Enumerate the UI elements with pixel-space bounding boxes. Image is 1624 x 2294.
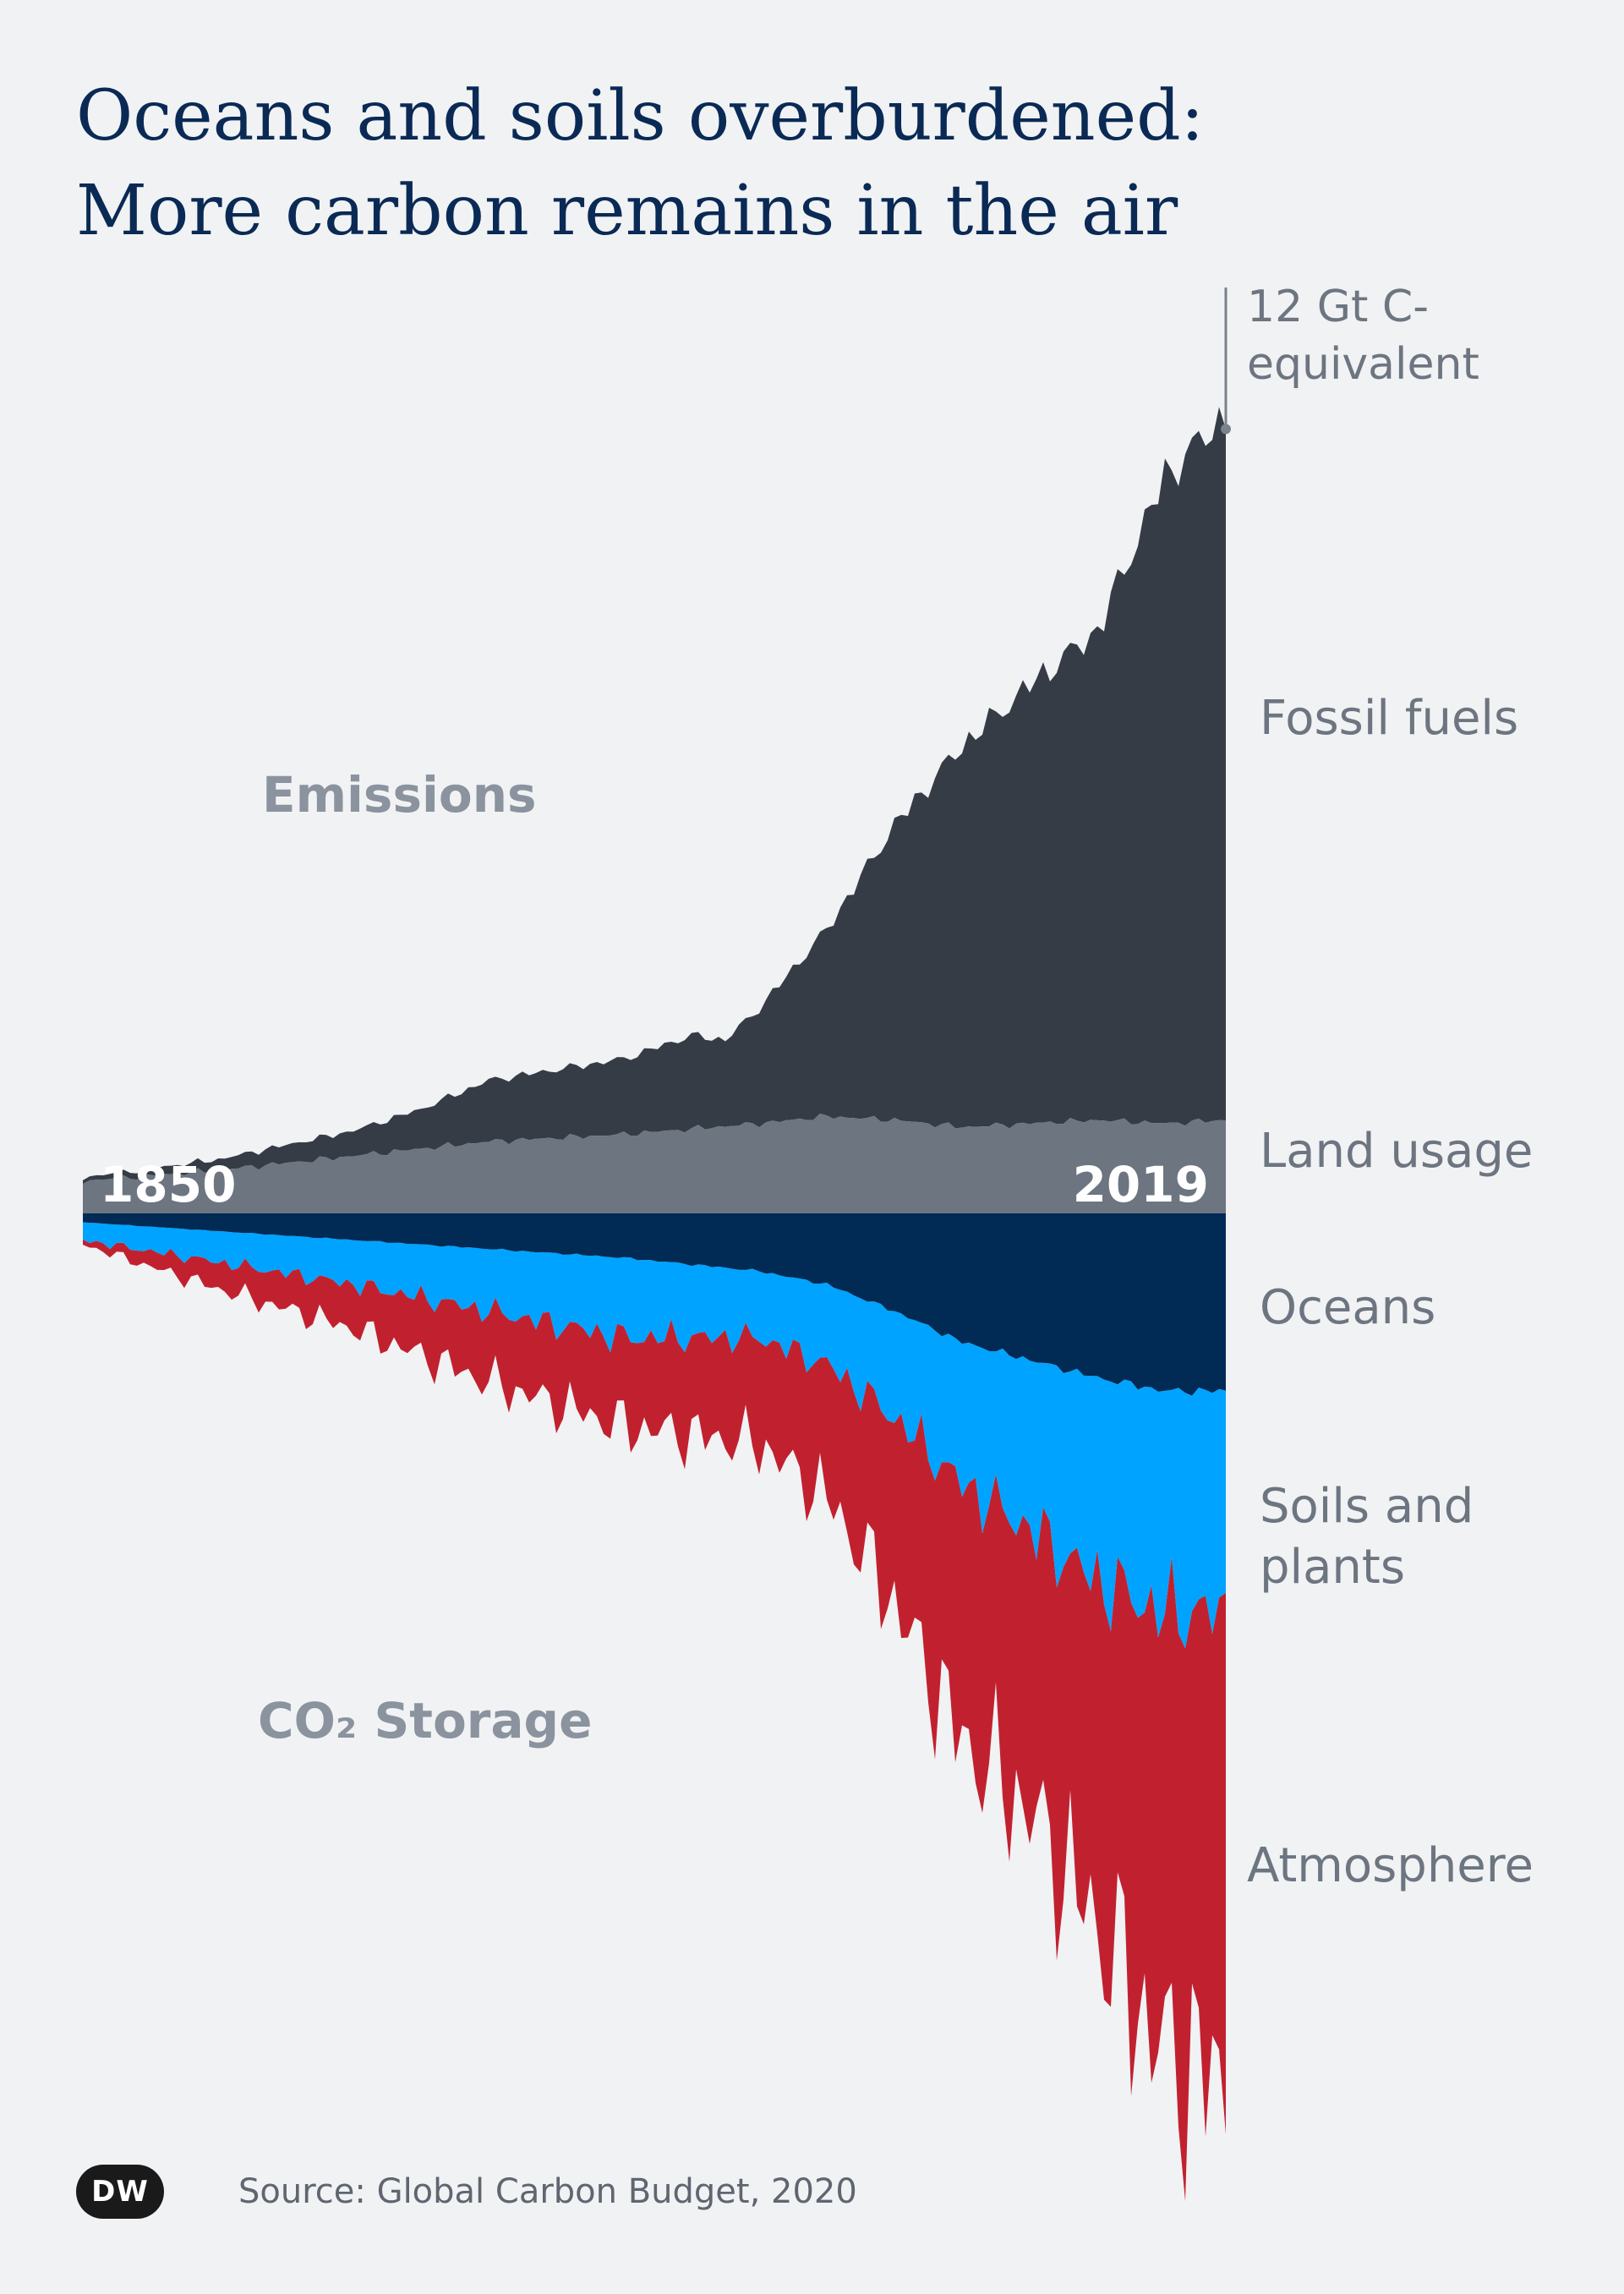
scale-label: 12 Gt C-equivalent: [1247, 282, 1479, 390]
series-label-soils-and-plants: Soils and plants: [1260, 1479, 1474, 1595]
dw-logo: DW: [76, 2165, 164, 2219]
storage-section-label: CO₂ Storage: [258, 1692, 592, 1749]
series-label-oceans: Oceans: [1260, 1280, 1435, 1335]
atmosphere-area: [83, 1239, 1226, 2202]
series-label-land-usage: Land usage: [1260, 1124, 1533, 1179]
scale-label-line: 12 Gt C-: [1247, 282, 1429, 332]
soils-and-plants-area: [83, 1222, 1226, 1649]
emissions-section-label: Emissions: [262, 766, 537, 824]
chart-title-line1: Oceans and soils overburdened:: [76, 76, 1205, 156]
scale-label-line: equivalent: [1247, 339, 1479, 390]
series-label-fossil-fuels: Fossil fuels: [1260, 691, 1518, 746]
fossil-fuels-area: [83, 407, 1226, 1185]
series-labels: Fossil fuels Land usage Oceans Soils and pla…: [1247, 691, 1534, 1893]
chart-areas: [83, 407, 1226, 2202]
x-axis-start-label: 1850: [100, 1156, 236, 1213]
x-axis-end-label: 2019: [1073, 1156, 1209, 1213]
series-label-atmosphere: Atmosphere: [1247, 1838, 1534, 1893]
chart-title-line2: More carbon remains in the air: [76, 171, 1178, 251]
source-note: Source: Global Carbon Budget, 2020: [238, 2172, 857, 2211]
oceans-area: [83, 1213, 1226, 1396]
land-usage-area: [83, 1114, 1226, 1213]
scale-dot: [1221, 424, 1231, 435]
chart-title: Oceans and soils overburdened: More carb…: [76, 69, 1564, 259]
